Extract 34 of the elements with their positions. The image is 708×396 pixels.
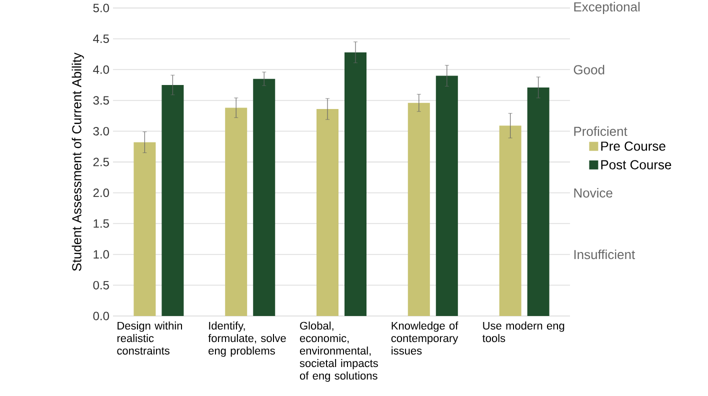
x-tick-label: Design within realistic constraints (117, 322, 182, 355)
bar (408, 102, 430, 316)
y-tick-label: 5.0 (93, 4, 110, 12)
bar (436, 76, 458, 316)
bar (344, 52, 367, 316)
legend-label: Post Course (601, 160, 672, 170)
text: Good (574, 64, 604, 74)
y-axis-title: Student Assessment of Current Ability (72, 52, 84, 271)
y-tick-label: 2.0 (93, 188, 110, 198)
y-tick-label: 3.0 (93, 126, 110, 136)
y-tick-label: 1.0 (94, 250, 110, 259)
bar (527, 87, 550, 316)
bar (225, 108, 248, 316)
text: Proficient (574, 126, 628, 136)
x-tick-label: Knowledge of contemporary issues (391, 322, 458, 355)
y-tick-label: 3.5 (93, 96, 109, 105)
text: Novice (574, 188, 612, 198)
y-tick-label: 2.5 (93, 158, 109, 166)
x-tick-label: Identify, formulate, solve eng problems (208, 322, 286, 357)
y-tick-label: 4.5 (93, 34, 109, 43)
bar (499, 126, 522, 316)
y-tick-label: 0.5 (93, 280, 109, 290)
bar (316, 109, 338, 316)
bar (134, 142, 156, 316)
text: Insufficient (574, 250, 636, 260)
bar (253, 78, 276, 316)
y-tick-label: 0.0 (93, 312, 110, 320)
x-tick-label: Global, economic, environmental, societal impacts of eng solutions (300, 322, 378, 382)
y-tick-label: 1.5 (94, 219, 109, 228)
y-tick-label: 4.0 (93, 65, 110, 74)
text: Exceptional (574, 2, 640, 14)
legend-label: Pre Course (601, 142, 666, 151)
x-tick-label: Use modern eng tools (482, 322, 564, 342)
bar (162, 84, 184, 316)
